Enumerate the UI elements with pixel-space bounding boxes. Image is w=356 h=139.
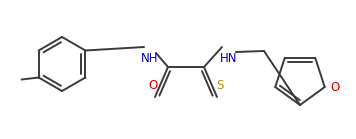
Text: O: O (148, 79, 158, 92)
Text: NH: NH (141, 52, 159, 65)
Text: O: O (331, 80, 340, 94)
Text: S: S (216, 79, 224, 92)
Text: HN: HN (220, 52, 238, 65)
